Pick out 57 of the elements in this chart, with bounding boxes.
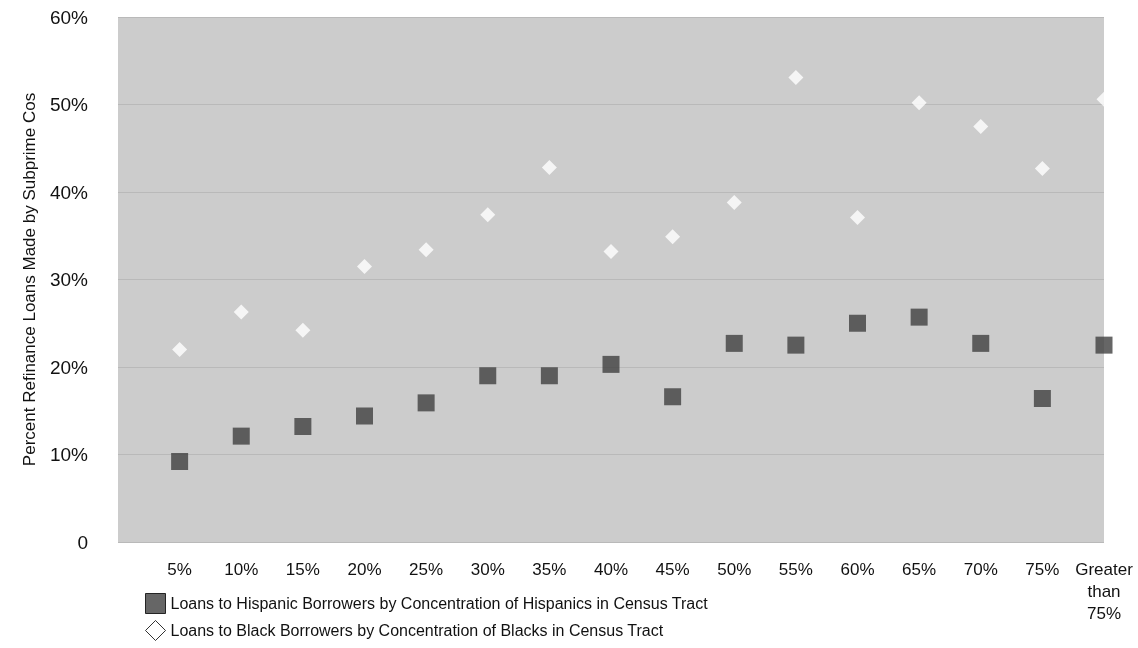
point — [603, 244, 619, 259]
y-tick-label: 50% — [49, 94, 89, 115]
point — [1034, 160, 1050, 176]
point — [725, 334, 743, 352]
point — [295, 322, 311, 338]
x-tick-label: 70% — [963, 559, 998, 579]
point — [850, 209, 865, 225]
y-tick-label: 0 — [77, 531, 88, 553]
x-tick-label: 35% — [532, 559, 567, 579]
point — [417, 394, 435, 412]
x-tick-label: Greater than 75% — [1075, 559, 1134, 623]
x-tick-label: 5% — [167, 559, 192, 579]
x-tick-label: 75% — [1025, 559, 1060, 579]
point — [788, 69, 804, 85]
y-tick-label: 10% — [49, 444, 89, 465]
legend-label: Loans to Hispanic Borrowers by Concentration of Hispanics in Census Tract — [170, 595, 709, 612]
point — [911, 95, 927, 111]
legend-label: Loans to Black Borrowers by Concentration of Blacks in Census Tract — [170, 622, 664, 639]
x-tick-label: 15% — [285, 559, 320, 579]
x-tick-label: 20% — [347, 559, 382, 579]
point — [665, 229, 681, 245]
point — [664, 388, 682, 406]
point — [1095, 336, 1113, 354]
x-tick-label: 50% — [717, 559, 752, 579]
point — [787, 336, 805, 354]
x-tick-label: 60% — [840, 559, 875, 579]
point — [602, 355, 620, 373]
x-tick-label: 30% — [470, 559, 505, 579]
y-tick-label: 60% — [49, 6, 89, 28]
point — [357, 258, 372, 274]
point — [232, 427, 250, 445]
point — [233, 304, 249, 320]
point — [480, 207, 496, 223]
x-tick-label: 10% — [224, 559, 259, 579]
point — [479, 367, 497, 385]
y-tick-label: 20% — [49, 356, 89, 378]
y-axis-title: Percent Refinance Loans Made by Subprime Cos — [20, 92, 39, 467]
x-tick-label: 45% — [655, 559, 690, 579]
point — [1033, 390, 1051, 407]
point — [418, 242, 434, 258]
point — [294, 418, 312, 435]
x-tick-label: 65% — [902, 559, 937, 579]
point — [171, 453, 189, 470]
y-tick-label: 30% — [49, 269, 89, 290]
x-tick-label: 25% — [409, 559, 444, 579]
point — [356, 407, 373, 425]
point — [910, 308, 928, 326]
point — [849, 314, 866, 332]
x-tick-label: 40% — [593, 559, 629, 579]
point — [540, 367, 558, 385]
point — [972, 334, 990, 352]
point — [973, 118, 989, 134]
point — [172, 342, 188, 357]
point — [726, 195, 742, 210]
x-tick-label: 55% — [778, 559, 813, 579]
point — [541, 160, 557, 175]
y-tick-label: 40% — [49, 181, 89, 203]
